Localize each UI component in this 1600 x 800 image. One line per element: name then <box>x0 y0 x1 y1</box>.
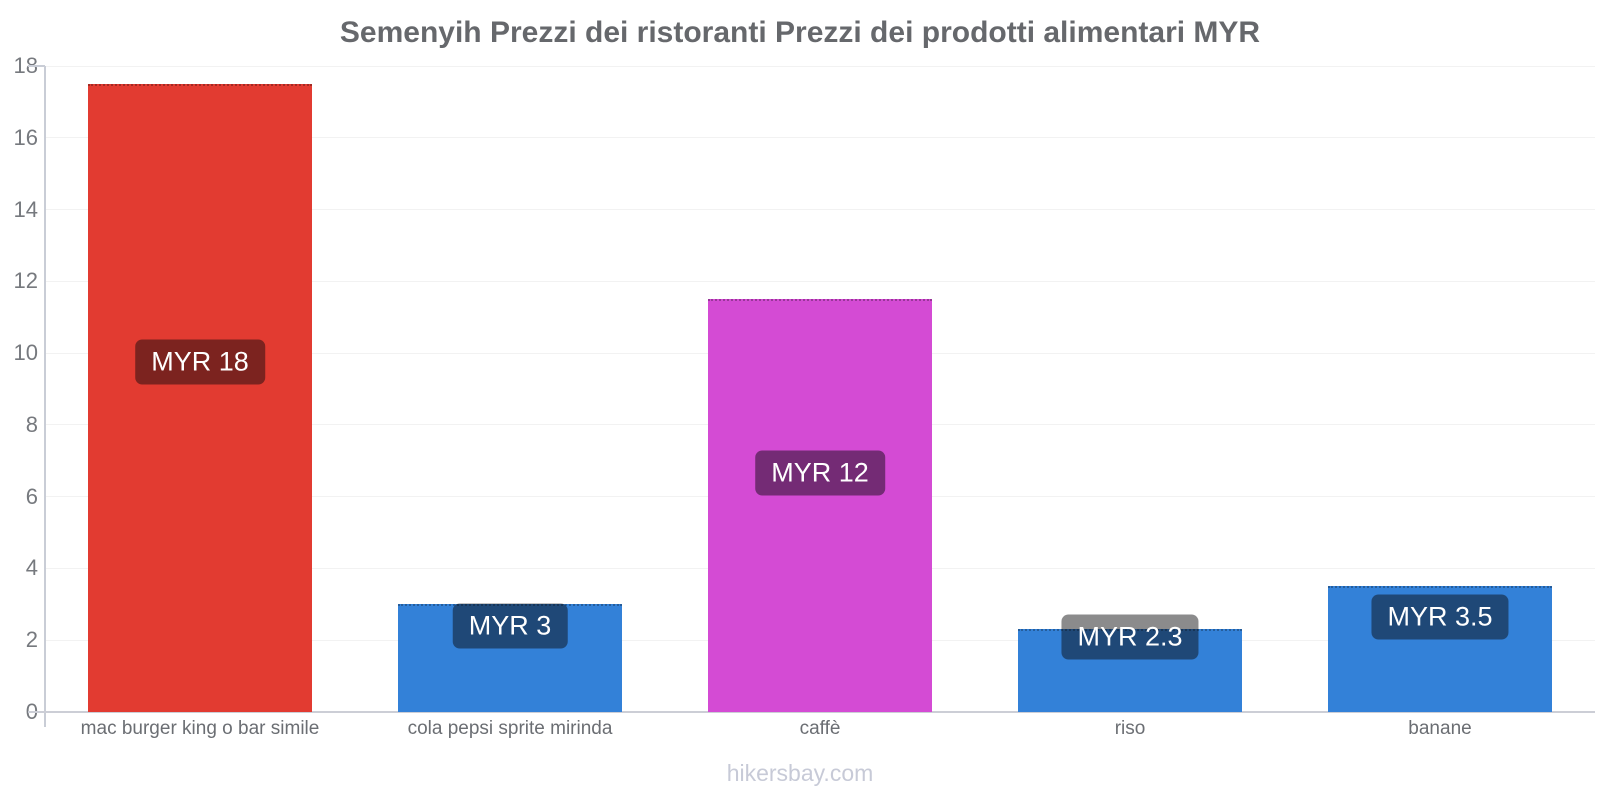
bar-mac-burger-king-o-bar-simile[interactable] <box>88 83 312 712</box>
y-tick-label-16: 16 <box>13 124 38 150</box>
bar-banane[interactable] <box>1328 586 1552 712</box>
x-category-label-riso: riso <box>1114 718 1146 739</box>
y-tick-label-4: 4 <box>25 555 38 581</box>
bar-value-label-cola-pepsi-sprite-mirinda: MYR 3 <box>452 603 568 649</box>
x-category-label-cola-pepsi-sprite-mirinda: cola pepsi sprite mirinda <box>407 718 613 739</box>
bar-cola-pepsi-sprite-mirinda[interactable] <box>398 604 622 712</box>
y-tick-label-14: 14 <box>13 196 38 222</box>
y-tick-label-2: 2 <box>25 627 38 653</box>
y-axis-tick-top <box>28 65 45 67</box>
grid-line-18 <box>45 65 1595 67</box>
y-tick-label-8: 8 <box>25 411 38 437</box>
y-tick-label-6: 6 <box>25 483 38 509</box>
grid-line-14 <box>45 209 1595 211</box>
chart-title: Semenyih Prezzi dei ristoranti Prezzi de… <box>339 16 1261 49</box>
bar-value-label-banane: MYR 3.5 <box>1371 594 1509 640</box>
y-tick-label-12: 12 <box>13 268 38 294</box>
watermark-credit-link[interactable]: hikersbay.com <box>726 760 874 786</box>
bar-caffe[interactable] <box>708 299 932 712</box>
grid-line-16 <box>45 137 1595 139</box>
bar-riso[interactable] <box>1018 629 1242 712</box>
x-axis-line <box>30 711 1595 713</box>
bar-value-label-mac-burger-king-o-bar-simile: MYR 18 <box>135 339 265 385</box>
y-tick-label-10: 10 <box>13 340 38 366</box>
bar-value-label-riso: MYR 2.3 <box>1061 614 1199 660</box>
x-category-label-mac-burger-king-o-bar-simile: mac burger king o bar simile <box>80 718 320 739</box>
x-category-label-caffe: caffè <box>799 718 841 739</box>
grid-line-12 <box>45 280 1595 282</box>
bar-value-label-caffe: MYR 12 <box>755 450 885 496</box>
y-axis-line <box>44 66 46 727</box>
x-category-label-banane: banane <box>1408 718 1472 739</box>
